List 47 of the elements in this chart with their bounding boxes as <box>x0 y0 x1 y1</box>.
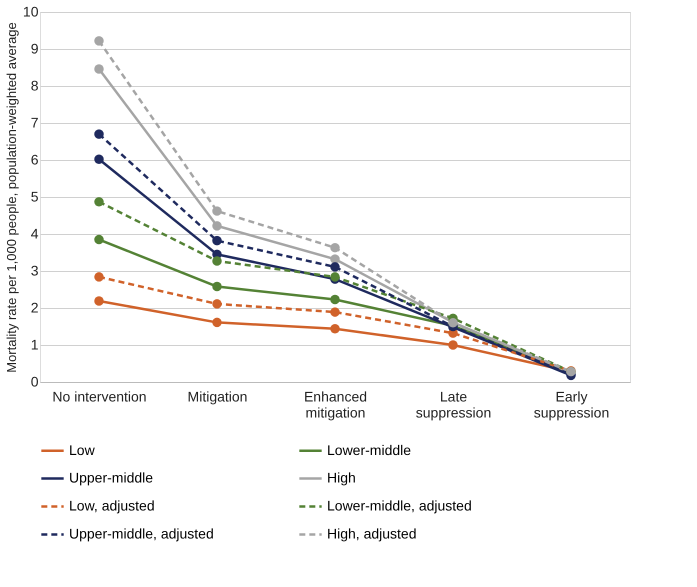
point <box>212 236 222 246</box>
y-tick-label: 8 <box>30 78 39 94</box>
point <box>330 262 340 272</box>
point <box>330 307 340 317</box>
point <box>212 256 222 266</box>
legend-label: Low, adjusted <box>69 498 155 514</box>
point <box>212 206 222 216</box>
y-tick-label: 3 <box>30 262 39 278</box>
point <box>330 242 340 252</box>
point <box>94 154 104 164</box>
y-tick-label: 7 <box>30 114 39 130</box>
point <box>212 299 222 309</box>
legend-label: Lower-middle, adjusted <box>327 498 472 514</box>
point <box>94 234 104 244</box>
y-axis-title: Mortality rate per 1,000 people, population-weighted average <box>4 22 19 373</box>
y-tick-label: 2 <box>30 300 39 316</box>
point <box>212 221 222 231</box>
legend-label: Upper-middle, adjusted <box>69 526 214 542</box>
y-tick-label: 4 <box>30 226 39 242</box>
y-tick-label: 0 <box>30 374 39 390</box>
legend-label: Upper-middle <box>69 470 154 486</box>
x-tick-label: No intervention <box>52 388 147 404</box>
legend-label: High, adjusted <box>327 526 417 542</box>
point <box>94 197 104 207</box>
legend-label: Lower-middle <box>327 442 412 458</box>
x-tick-label: Enhanced mitigation <box>304 388 368 420</box>
point <box>94 296 104 306</box>
point <box>94 129 104 139</box>
y-tick-label: 10 <box>22 4 39 20</box>
legend-label: Low <box>69 442 96 458</box>
x-tick-label: Late suppression <box>416 388 492 420</box>
y-tick-label: 5 <box>30 188 39 204</box>
point <box>212 318 222 328</box>
point <box>330 254 340 264</box>
x-tick-label: Mitigation <box>188 388 248 404</box>
point <box>94 64 104 74</box>
y-tick-label: 6 <box>30 152 39 168</box>
y-tick-label: 9 <box>30 40 39 56</box>
point <box>94 272 104 282</box>
point <box>330 324 340 334</box>
point <box>448 340 458 350</box>
y-tick-label: 1 <box>30 336 39 352</box>
legend-label: High <box>327 470 356 486</box>
point <box>212 282 222 292</box>
point <box>94 36 104 46</box>
x-tick-label: Early suppression <box>534 388 610 420</box>
point <box>330 294 340 304</box>
